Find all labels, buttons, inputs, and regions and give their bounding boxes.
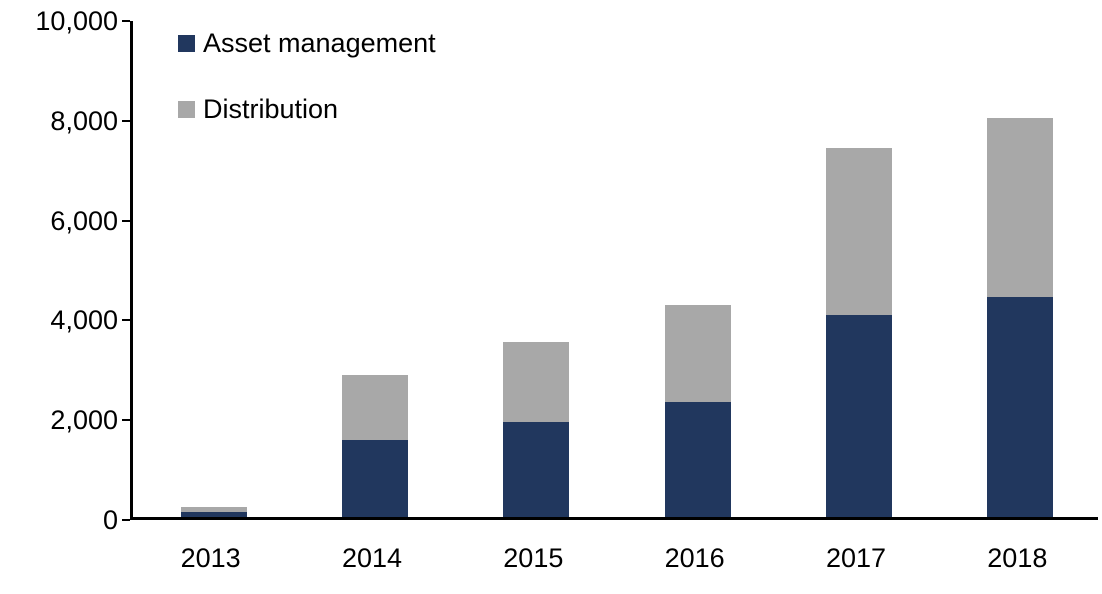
bar-segment-asset-management [503, 422, 570, 517]
bar-group-2015 [503, 342, 570, 517]
y-tick-label: 0 [102, 505, 118, 535]
bar-segment-asset-management [180, 512, 247, 517]
legend-item-distribution: Distribution [178, 96, 436, 123]
x-tick-label: 2015 [503, 543, 564, 573]
plot-area [122, 20, 1098, 521]
y-tick-label: 4,000 [50, 305, 118, 336]
bar-group-2016 [664, 304, 731, 517]
bar-segment-distribution [180, 507, 247, 513]
legend-item-asset-management: Asset management [178, 30, 436, 57]
bar-segment-asset-management [826, 314, 892, 517]
y-tick-label: 10,000 [35, 6, 118, 36]
y-tick-label: 2,000 [50, 405, 118, 436]
bar-group-2014 [342, 374, 408, 517]
y-tick-label: 6,000 [50, 205, 118, 236]
legend-label-distribution: Distribution [203, 94, 339, 124]
x-tick-label: 2018 [987, 543, 1048, 573]
y-axis-tick [122, 519, 130, 521]
bar-group-2017 [826, 147, 892, 517]
bar-segment-asset-management [664, 402, 731, 517]
y-axis-tick [122, 319, 130, 322]
y-tick-label: 8,000 [50, 105, 118, 136]
x-tick-label: 2017 [825, 543, 887, 573]
bar-segment-distribution [503, 342, 570, 423]
bar-segment-distribution [664, 304, 731, 403]
y-axis-tick [122, 219, 130, 222]
bar-segment-distribution [987, 117, 1054, 298]
x-tick-label: 2016 [664, 543, 725, 573]
x-tick-label: 2013 [180, 543, 241, 573]
bar-segment-distribution [826, 147, 892, 315]
distribution-swatch [178, 101, 195, 118]
asset-management-swatch [178, 35, 195, 52]
y-axis-tick [122, 419, 130, 422]
bar-segment-asset-management [342, 439, 408, 517]
bar-group-2018 [987, 117, 1054, 517]
bar-group-2013 [180, 507, 247, 517]
bar-segment-distribution [342, 374, 408, 440]
x-tick-label: 2014 [341, 543, 403, 573]
y-axis-tick [122, 119, 130, 122]
legend: Asset management Distribution [178, 30, 436, 162]
legend-label-asset-management: Asset management [203, 28, 436, 58]
y-axis-tick [122, 20, 130, 22]
bar-segment-asset-management [987, 297, 1054, 517]
